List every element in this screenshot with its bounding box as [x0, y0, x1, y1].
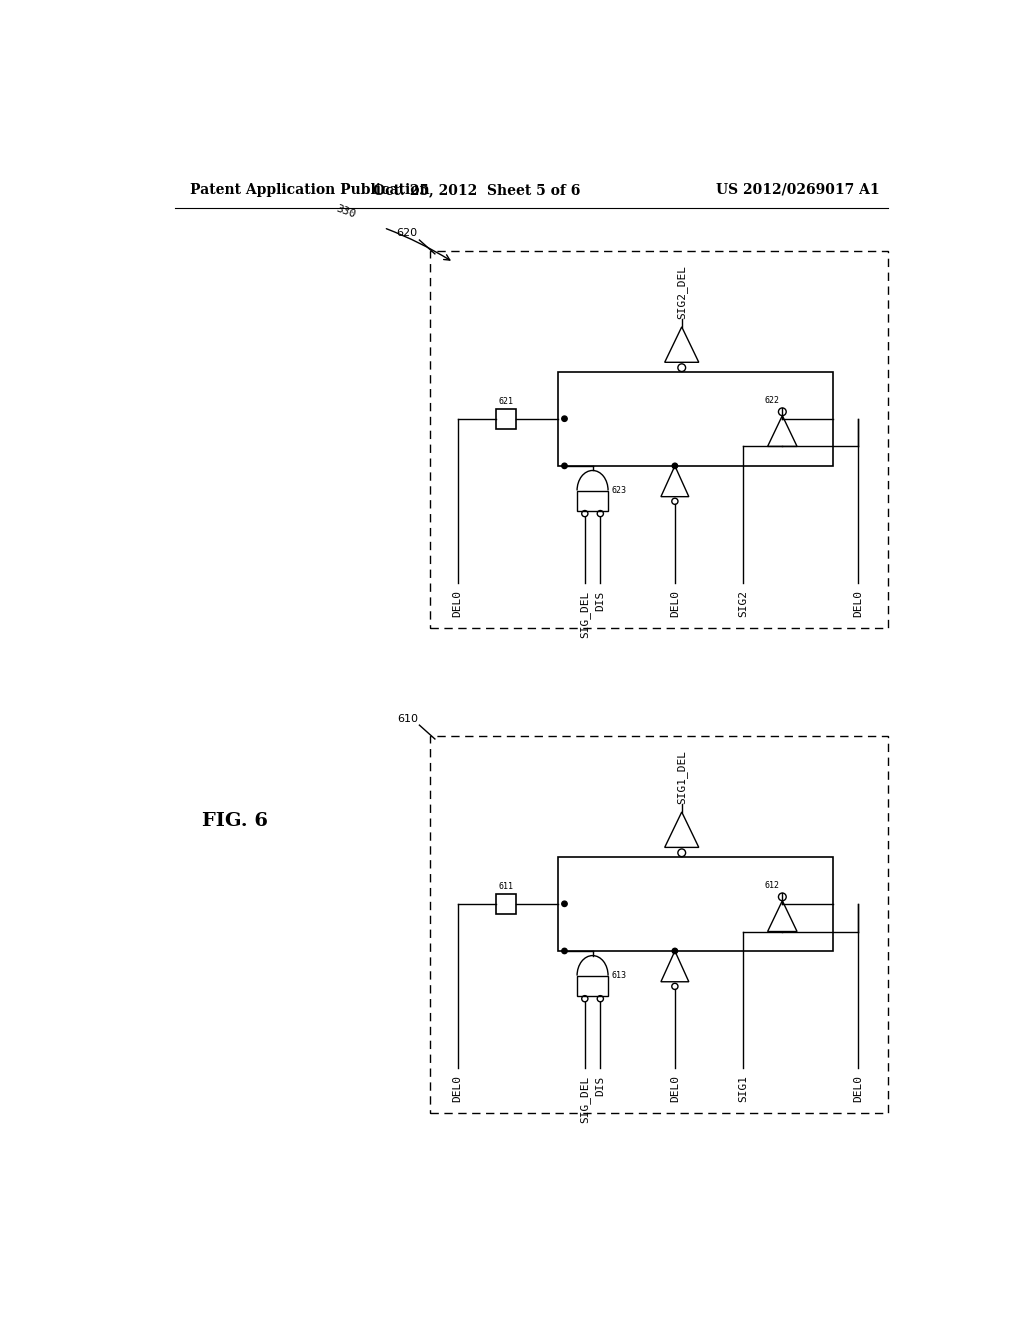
- Text: SIG_DEL: SIG_DEL: [580, 590, 590, 638]
- Bar: [578, 975, 608, 995]
- Text: SIG1_DEL: SIG1_DEL: [676, 750, 687, 804]
- Bar: [558, 371, 833, 466]
- Text: 610: 610: [397, 714, 418, 723]
- Text: DEL0: DEL0: [670, 1076, 680, 1102]
- Circle shape: [562, 416, 567, 421]
- Text: SIG_DEL: SIG_DEL: [580, 1076, 590, 1123]
- Bar: [430, 251, 888, 628]
- Text: 621: 621: [499, 397, 513, 407]
- Circle shape: [562, 902, 567, 907]
- Text: DEL0: DEL0: [670, 590, 680, 618]
- Text: SIG2: SIG2: [738, 590, 749, 618]
- Text: DEL0: DEL0: [853, 590, 863, 618]
- Circle shape: [562, 463, 567, 469]
- Text: 620: 620: [396, 228, 418, 239]
- Circle shape: [672, 463, 678, 469]
- Text: 613: 613: [611, 972, 626, 981]
- Text: DEL0: DEL0: [853, 1076, 863, 1102]
- Text: Oct. 25, 2012  Sheet 5 of 6: Oct. 25, 2012 Sheet 5 of 6: [373, 183, 581, 197]
- Text: DIS: DIS: [595, 590, 605, 611]
- Text: 622: 622: [764, 396, 779, 405]
- Bar: [430, 737, 888, 1113]
- Text: FIG. 6: FIG. 6: [202, 812, 267, 829]
- Text: SIG2_DEL: SIG2_DEL: [676, 265, 687, 319]
- Text: 623: 623: [611, 486, 626, 495]
- Text: SIG1: SIG1: [738, 1076, 749, 1102]
- Text: US 2012/0269017 A1: US 2012/0269017 A1: [716, 183, 880, 197]
- Circle shape: [562, 948, 567, 953]
- Bar: [578, 491, 608, 511]
- Text: DEL0: DEL0: [453, 590, 463, 618]
- Text: 330: 330: [334, 203, 356, 220]
- Bar: [496, 409, 516, 429]
- Text: 611: 611: [499, 883, 513, 891]
- Bar: [558, 857, 833, 950]
- Text: Patent Application Publication: Patent Application Publication: [190, 183, 430, 197]
- Text: DIS: DIS: [595, 1076, 605, 1096]
- Circle shape: [672, 948, 678, 953]
- Text: DEL0: DEL0: [453, 1076, 463, 1102]
- Text: 612: 612: [764, 880, 779, 890]
- Bar: [496, 894, 516, 913]
